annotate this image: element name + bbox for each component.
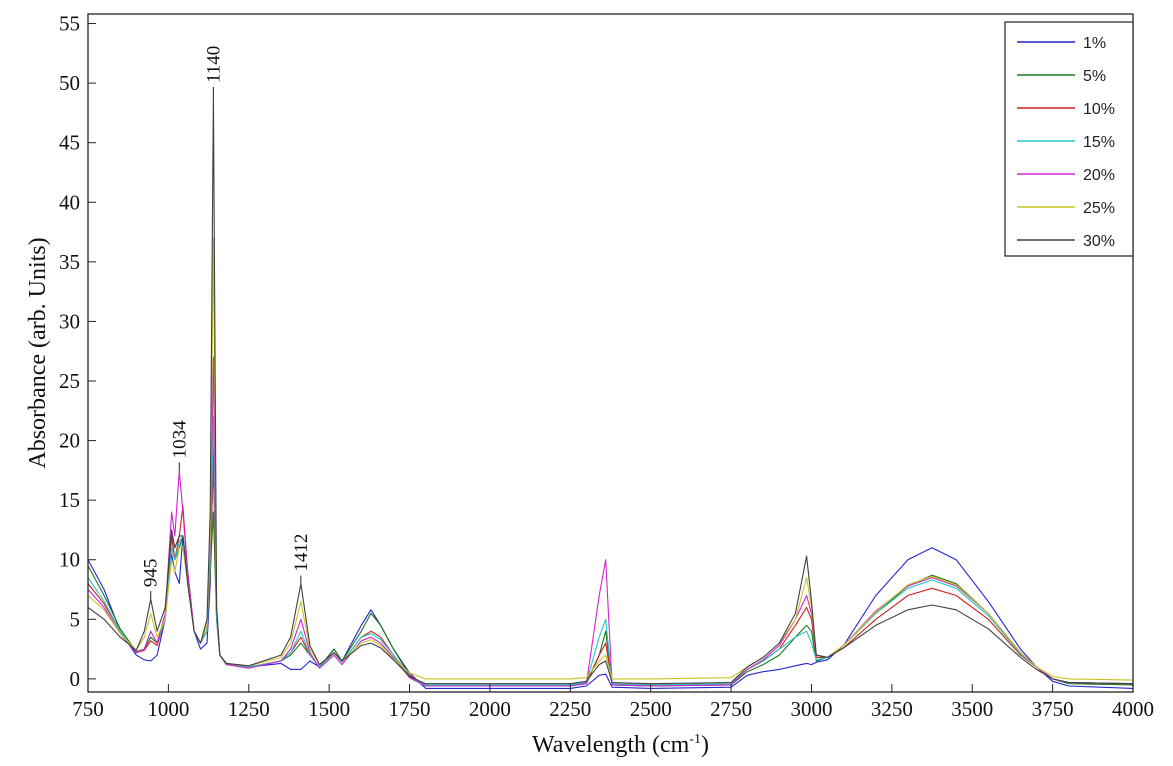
x-axis-label: Wavelength (cm-1) bbox=[532, 732, 709, 758]
y-tick-label: 10 bbox=[59, 548, 80, 572]
series-line-30pct bbox=[87, 94, 1134, 685]
peak-annotation: 1412 bbox=[291, 534, 312, 572]
legend-label: 20% bbox=[1083, 167, 1115, 184]
y-tick-label: 30 bbox=[59, 309, 80, 333]
peak-annotation: 945 bbox=[141, 559, 162, 588]
x-tick-label: 3750 bbox=[1032, 697, 1074, 721]
x-tick-label: 3500 bbox=[951, 697, 993, 721]
plot-frame bbox=[87, 13, 1134, 693]
legend-label: 1% bbox=[1083, 35, 1106, 52]
x-tick-label: 2250 bbox=[549, 697, 591, 721]
x-tick-label: 2750 bbox=[710, 697, 752, 721]
series-line-20pct bbox=[87, 356, 1134, 687]
legend-box bbox=[1004, 21, 1134, 257]
legend-label: 5% bbox=[1083, 68, 1106, 85]
x-tick-label: 750 bbox=[72, 697, 104, 721]
legend-label: 25% bbox=[1083, 200, 1115, 217]
x-tick-label: 2000 bbox=[469, 697, 511, 721]
series-layer bbox=[87, 94, 1134, 689]
peak-annotation: 1034 bbox=[169, 420, 190, 459]
y-tick-label: 40 bbox=[59, 190, 80, 214]
legend-label: 15% bbox=[1083, 134, 1115, 151]
x-tick-label: 3250 bbox=[871, 697, 913, 721]
x-tick-label: 1000 bbox=[147, 697, 189, 721]
x-tick-label: 1250 bbox=[228, 697, 270, 721]
x-tick-label: 4000 bbox=[1112, 697, 1154, 721]
y-tick-label: 20 bbox=[59, 429, 80, 453]
y-tick-label: 0 bbox=[70, 667, 81, 691]
y-tick-label: 45 bbox=[59, 131, 80, 155]
y-tick-label: 35 bbox=[59, 250, 80, 274]
y-tick-label: 50 bbox=[59, 71, 80, 95]
series-line-25pct bbox=[87, 237, 1134, 681]
x-tick-label: 2500 bbox=[630, 697, 672, 721]
x-tick-label: 1500 bbox=[308, 697, 350, 721]
x-tick-label: 3000 bbox=[790, 697, 832, 721]
peak-annotation: 1140 bbox=[203, 46, 224, 83]
x-tick-label: 1750 bbox=[389, 697, 431, 721]
legend: 1% 5% 10% 15% 20% 25% 30% bbox=[1004, 21, 1134, 257]
y-tick-label: 15 bbox=[59, 488, 80, 512]
legend-label: 10% bbox=[1083, 101, 1115, 118]
y-tick-label: 5 bbox=[70, 607, 81, 631]
y-tick-label: 55 bbox=[59, 12, 80, 36]
annotations-layer: 945 1034 1140 1412 bbox=[141, 46, 312, 600]
y-axis-label: Absorbance (arb. Units) bbox=[25, 237, 51, 468]
ticks-layer: 750 1000 1250 1500 1750 2000 2250 2500 2750 3000 3… bbox=[59, 12, 1154, 721]
legend-label: 30% bbox=[1083, 233, 1115, 250]
y-tick-label: 25 bbox=[59, 369, 80, 393]
